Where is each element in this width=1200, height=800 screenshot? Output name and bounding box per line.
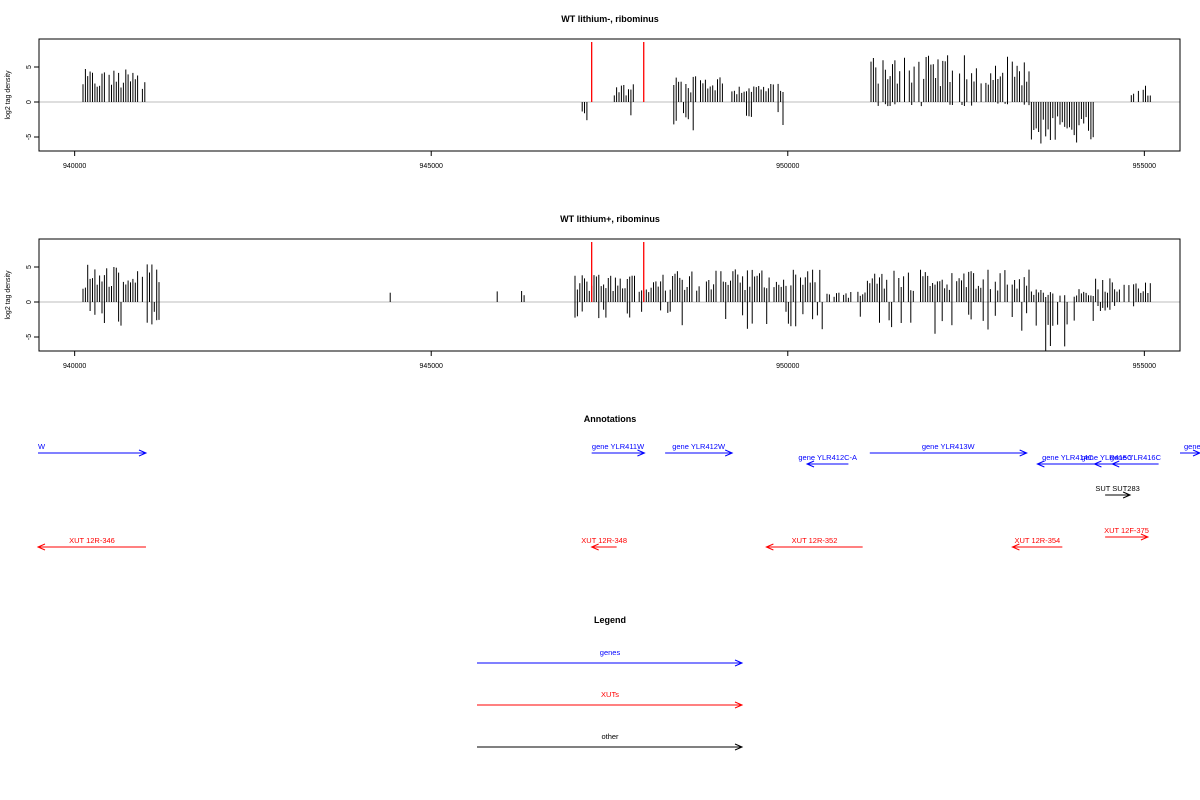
arrow-head [1122, 491, 1132, 499]
legend-item: other [477, 732, 744, 751]
annotation-xuts: XUT 12R-348 [581, 536, 627, 551]
legend-arrow [477, 701, 744, 709]
arrow-head [724, 449, 734, 457]
arrow-head [1192, 449, 1200, 457]
annotation-label: XUT 12F-375 [1104, 526, 1149, 535]
annotation-label: gene YLR414C [1042, 453, 1094, 462]
coverage-panel-2: WT lithium+, ribominus log2 tag density -5… [5, 214, 1181, 370]
annotation-genes: gene YLR411W [591, 442, 646, 457]
annotations-track: Annotations W gene YLR411W gene YLR412W gene… [36, 414, 1200, 551]
legend-label: XUTs [601, 690, 619, 699]
y-tick-label: 5 [26, 65, 33, 69]
arrow-head [765, 543, 774, 551]
legend-item: genes [477, 648, 744, 667]
annotation-xuts: XUT 12R-352 [765, 536, 863, 551]
arrow-head [1140, 533, 1150, 541]
annotation-arrow [36, 543, 146, 551]
coverage-panel-1: WT lithium-, ribominus log2 tag density -5… [5, 14, 1181, 170]
annotation-genes: W [38, 442, 148, 457]
annotation-arrow [869, 449, 1028, 457]
annotation-arrow [1011, 543, 1063, 551]
annotations-title: Annotations [584, 414, 637, 424]
arrow-head [734, 659, 744, 667]
annotation-arrow [1110, 460, 1159, 468]
y-tick-label: 0 [26, 100, 33, 104]
annotation-arrow [38, 449, 148, 457]
y-axis-label: log2 tag density [5, 270, 12, 320]
annotation-genes: gene YLR414C [1036, 453, 1098, 468]
plot-frame [38, 238, 1181, 352]
annotation-arrow [1180, 449, 1200, 457]
x-tick-label: 945000 [420, 363, 443, 370]
coverage-bars [82, 264, 1151, 352]
annotation-xuts: XUT 12R-354 [1011, 536, 1063, 551]
arrow-head [590, 543, 599, 551]
arrow-head [734, 701, 744, 709]
annotation-label: SUT SUT283 [1095, 484, 1139, 493]
annotation-label: XUT 12R-346 [69, 536, 115, 545]
legend-arrow [477, 659, 744, 667]
annotation-label: XUT 12R-354 [1015, 536, 1061, 545]
arrow-head [805, 460, 815, 468]
x-tick-label: 955000 [1133, 163, 1156, 170]
arrow-head [1036, 460, 1045, 468]
x-tick-label: 940000 [63, 163, 86, 170]
y-tick-label: -5 [26, 334, 33, 340]
arrow-head [1011, 543, 1020, 551]
x-tick-label: 955000 [1133, 363, 1156, 370]
annotation-arrow [1105, 491, 1132, 499]
arrow-head [1093, 460, 1102, 468]
legend-label: other [601, 732, 619, 741]
annotation-label: gene YLR412W [672, 442, 726, 451]
legend-item: XUTs [477, 690, 744, 709]
annotation-label: W [38, 442, 46, 451]
y-tick-label: 5 [26, 265, 33, 269]
annotation-label: XUT 12R-348 [581, 536, 627, 545]
annotation-arrow [665, 449, 734, 457]
annotation-label: XUT 12R-352 [792, 536, 838, 545]
annotation-label: gene YLR413W [922, 442, 976, 451]
x-tick-label: 945000 [420, 163, 443, 170]
annotation-xuts: XUT 12R-346 [36, 536, 146, 551]
x-tick-label: 940000 [63, 363, 86, 370]
arrow-head [1019, 449, 1028, 457]
annotation-arrow [591, 449, 646, 457]
y-axis-label: log2 tag density [5, 70, 12, 120]
annotation-genes: gene YLR416C [1110, 453, 1162, 468]
x-tick-label: 950000 [776, 363, 799, 370]
y-tick-label: 0 [26, 300, 33, 304]
arrow-head [1110, 460, 1120, 468]
annotation-arrow [1036, 460, 1098, 468]
legend-arrow [477, 743, 744, 751]
annotation-genes: gene YLR412C-A [798, 453, 857, 468]
arrow-head [637, 449, 646, 457]
annotation-genes: gene YLR412W [665, 442, 734, 457]
annotation-genes: gene [1180, 442, 1200, 457]
annotation-label: gene YLR415C [1081, 453, 1133, 462]
annotation-label: gene YLR411W [592, 442, 645, 451]
annotation-other: SUT SUT283 [1095, 484, 1140, 499]
annotation-arrow [590, 543, 617, 551]
arrow-head [36, 543, 46, 551]
annotation-genes: gene YLR413W [869, 442, 1028, 457]
panel-title: WT lithium+, ribominus [560, 214, 660, 224]
plot-frame [38, 38, 1181, 152]
legend-label: genes [600, 648, 621, 657]
arrow-head [138, 449, 148, 457]
coverage-bars [82, 55, 1151, 144]
panel-title: WT lithium-, ribominus [561, 14, 659, 24]
annotation-arrow [805, 460, 849, 468]
annotation-arrow [1105, 533, 1150, 541]
annotation-xuts: XUT 12F-375 [1104, 526, 1150, 541]
annotation-label: gene [1184, 442, 1200, 451]
annotation-arrow [765, 543, 863, 551]
legend-title: Legend [594, 615, 626, 625]
x-tick-label: 950000 [776, 163, 799, 170]
annotation-label: gene YLR412C-A [798, 453, 857, 462]
arrow-head [734, 743, 744, 751]
legend: Legend genes XUTs other [477, 615, 744, 751]
annotation-label: gene YLR416C [1110, 453, 1162, 462]
y-tick-label: -5 [26, 134, 33, 140]
